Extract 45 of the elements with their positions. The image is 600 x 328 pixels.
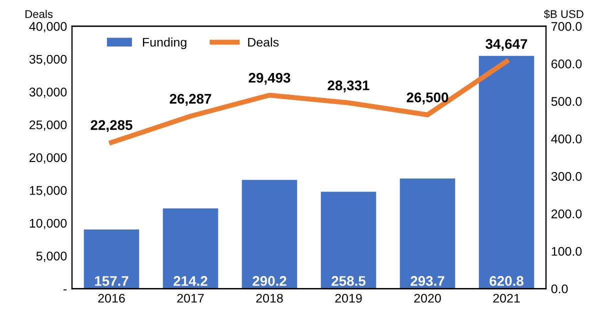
y2-tick-label: 600.0 — [551, 60, 582, 68]
x-tick-label: 2016 — [98, 294, 125, 303]
legend-label: Deals — [248, 37, 279, 47]
data-label: 22,285 — [90, 120, 132, 132]
y-tick-label: 5,000 — [36, 252, 67, 262]
data-label: 26,287 — [170, 94, 212, 106]
y-tick-label: 20,000 — [30, 153, 67, 164]
y-tick-label: 10,000 — [30, 218, 67, 230]
data-label: 620.8 — [490, 276, 524, 286]
x-tick-label: 2018 — [256, 294, 283, 303]
data-label: 34,647 — [486, 39, 528, 51]
data-label: 258.5 — [332, 276, 366, 286]
y-tick-label: - — [64, 289, 67, 290]
bar — [478, 56, 534, 289]
data-label: 26,500 — [406, 92, 448, 104]
data-label: 28,331 — [328, 80, 370, 92]
y2-tick-label: 300.0 — [551, 172, 582, 181]
y2-tick-label: 700.0 — [552, 22, 582, 31]
y2-tick-label: 500.0 — [551, 97, 582, 106]
bar — [84, 230, 140, 289]
y-tick-label: 15,000 — [30, 186, 67, 196]
data-label: 290.2 — [252, 276, 286, 286]
data-label: 29,493 — [248, 72, 290, 85]
y-axis-title: Deals — [26, 10, 53, 18]
x-tick-label: 2019 — [335, 294, 362, 303]
bar — [400, 178, 456, 289]
bar — [242, 180, 298, 289]
y-tick-label: 40,000 — [29, 22, 67, 32]
y-tick-label: 30,000 — [29, 88, 67, 98]
y2-axis-title: $B USD — [544, 10, 584, 19]
data-label: 214.2 — [174, 276, 208, 286]
y2-tick-label: 100.0 — [552, 246, 582, 256]
y-tick-label: 25,000 — [30, 120, 67, 131]
bar — [162, 208, 218, 289]
y2-tick-label: 400.0 — [551, 134, 582, 144]
legend-label: Funding — [142, 37, 186, 50]
data-label: 293.7 — [410, 276, 444, 286]
x-tick-label: 2021 — [493, 294, 520, 303]
y-tick-label: 35,000 — [29, 54, 67, 66]
data-label: 157.7 — [95, 276, 128, 286]
x-tick-label: 2020 — [414, 294, 441, 303]
y2-tick-label: 0.0 — [551, 284, 568, 294]
x-tick-label: 2017 — [177, 294, 204, 303]
y2-tick-label: 200.0 — [551, 209, 582, 218]
bar — [320, 192, 376, 289]
